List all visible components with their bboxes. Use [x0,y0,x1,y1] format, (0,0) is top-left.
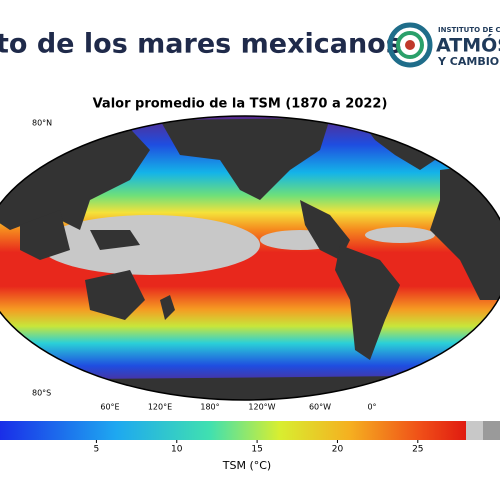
lat-label: 80°N [32,119,52,128]
lon-label: 60°W [309,403,331,412]
colorbar-tick-label: 25 [412,445,423,455]
lon-label: 120°W [248,403,275,412]
lon-label: 120°E [148,403,172,412]
slide-title: to de los mares mexicanos [0,29,402,60]
logo: INSTITUTO DE C ATMÓS Y CAMBIO [387,22,500,68]
colorbar-tick-label: 20 [332,445,344,455]
logo-ring [387,22,433,68]
lat-label: 80°S [32,389,51,398]
colorbar: 5 10 15 20 25 [0,421,500,455]
colorbar-tick-label: 5 [94,445,100,455]
lon-label: 180° [200,403,219,412]
colorbar-extra [466,421,483,440]
map-title: Valor promedio de la TSM (1870 a 2022) [93,97,388,112]
colorbar-extra [483,421,500,440]
gray-area [365,227,435,243]
colorbar-label: TSM (°C) [222,459,271,472]
logo-dot [405,40,415,50]
logo-text: INSTITUTO DE C [438,26,500,34]
colorbar-tick-label: 15 [251,445,262,455]
lon-label: 60°E [100,403,119,412]
map-border [0,115,500,401]
logo-text: ATMÓS [436,33,500,57]
logo-text: Y CAMBIO [437,55,499,68]
lon-label: 0° [367,403,376,412]
logo-ring [396,31,424,59]
colorbar-tick-label: 10 [171,445,183,455]
colorbar-gradient [0,421,466,440]
